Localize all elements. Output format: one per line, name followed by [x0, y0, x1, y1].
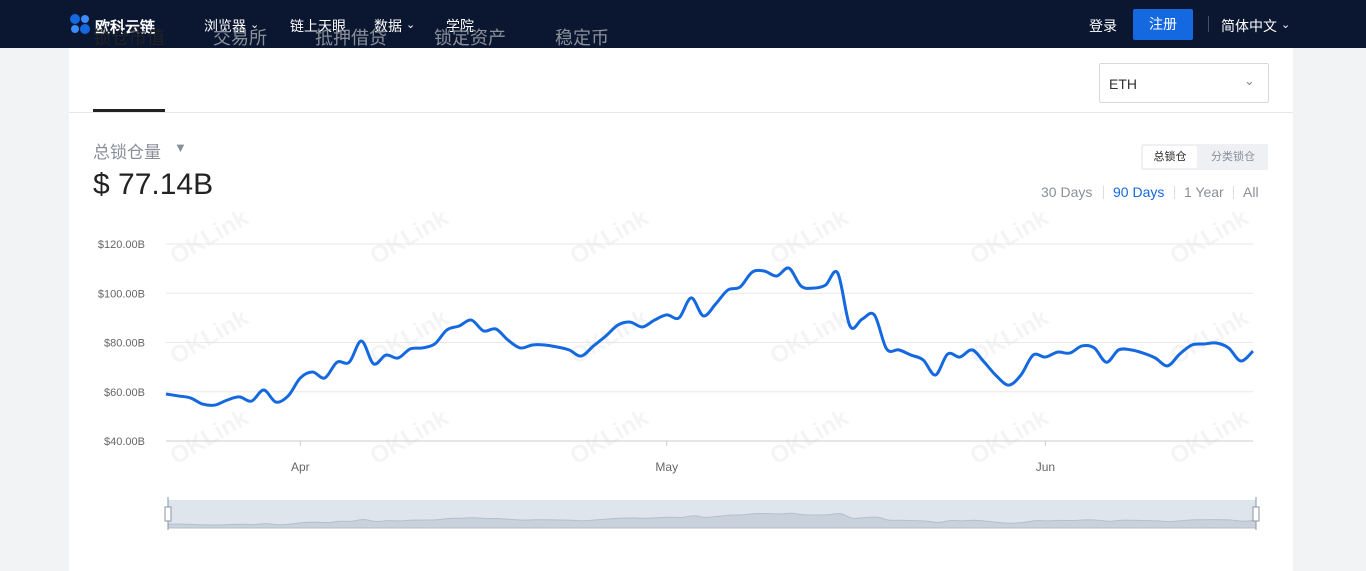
watermark: OKLink: [565, 304, 653, 370]
tab-underline: [93, 109, 165, 112]
metric-label[interactable]: 总锁仓量: [93, 143, 161, 162]
watermark: OKLink: [1165, 204, 1253, 270]
logo: [70, 14, 90, 34]
y-tick-label: $40.00B: [104, 436, 145, 448]
y-tick-label: $60.00B: [104, 387, 145, 399]
watermark: OKLink: [365, 404, 453, 470]
login[interactable]: 登录: [1089, 18, 1117, 34]
language[interactable]: 简体中文: [1221, 18, 1277, 34]
asset-select[interactable]: ETH ⌄: [1099, 63, 1269, 103]
navigator-area: [167, 512, 1257, 529]
watermark: OKLink: [165, 204, 253, 270]
nav-item[interactable]: 浏览器: [204, 18, 246, 34]
tab[interactable]: 抵押借贷: [315, 28, 387, 48]
language-caret: ⌄: [1281, 19, 1291, 31]
range-option[interactable]: 90 Days: [1113, 184, 1165, 200]
x-tick-label: May: [655, 460, 678, 474]
nav-item[interactable]: 链上天眼: [290, 18, 346, 34]
x-tick-label: Apr: [291, 460, 310, 474]
navigator-handle: [164, 506, 172, 522]
watermark: OKLink: [165, 304, 253, 370]
register-button[interactable]: 注册: [1133, 9, 1193, 40]
select-caret: ⌄: [1244, 73, 1255, 88]
toggle: 总锁仓 分类锁仓: [1141, 144, 1268, 170]
watermark: OKLink: [565, 404, 653, 470]
nav-item[interactable]: 学院: [446, 18, 474, 34]
range-divider: [1103, 186, 1104, 199]
panel: [69, 48, 1293, 571]
metric-value: $ 77.14B: [93, 168, 214, 201]
range-option[interactable]: All: [1243, 184, 1259, 200]
nav-caret: ⌄: [406, 19, 416, 31]
tab[interactable]: 稳定币: [555, 28, 609, 48]
tab[interactable]: 锁定资产: [434, 28, 506, 48]
y-tick-label: $100.00B: [98, 288, 145, 300]
navigator-handle: [1252, 506, 1260, 522]
watermark: OKLink: [765, 404, 853, 470]
nav-item[interactable]: 数据: [374, 18, 402, 34]
watermark: OKLink: [765, 204, 853, 270]
range-divider: [1233, 186, 1234, 199]
tvl-line: [165, 266, 1255, 407]
watermark: OKLink: [965, 204, 1053, 270]
brand[interactable]: 欧科云链: [95, 19, 156, 36]
range-option[interactable]: 1 Year: [1184, 184, 1224, 200]
tab[interactable]: 交易所: [213, 28, 267, 48]
y-tick-label: $80.00B: [104, 338, 145, 350]
watermark: OKLink: [365, 204, 453, 270]
watermark: OKLink: [165, 404, 253, 470]
toggle-option[interactable]: 分类锁仓: [1211, 151, 1255, 163]
nav-caret: ⌄: [250, 19, 260, 31]
range-divider: [1174, 186, 1175, 199]
asset-label: ETH: [1109, 76, 1137, 92]
register-label: 注册: [1149, 16, 1177, 32]
watermark: OKLink: [1165, 404, 1253, 470]
range-option[interactable]: 30 Days: [1041, 184, 1093, 200]
top-nav: 欧科云链 浏览器 ⌄ 链上天眼 数据 ⌄ 学院 登录 注册 简体中文 ⌄: [0, 0, 1366, 48]
x-tick-label: Jun: [1036, 460, 1055, 474]
tab[interactable]: 锁仓市值: [93, 28, 165, 48]
watermark: OKLink: [565, 204, 653, 270]
toggle-option[interactable]: 总锁仓: [1143, 146, 1197, 168]
watermark: OKLink: [765, 304, 853, 370]
y-tick-label: $120.00B: [98, 239, 145, 251]
metric-caret: ▼: [174, 140, 187, 155]
watermark: OKLink: [965, 304, 1053, 370]
